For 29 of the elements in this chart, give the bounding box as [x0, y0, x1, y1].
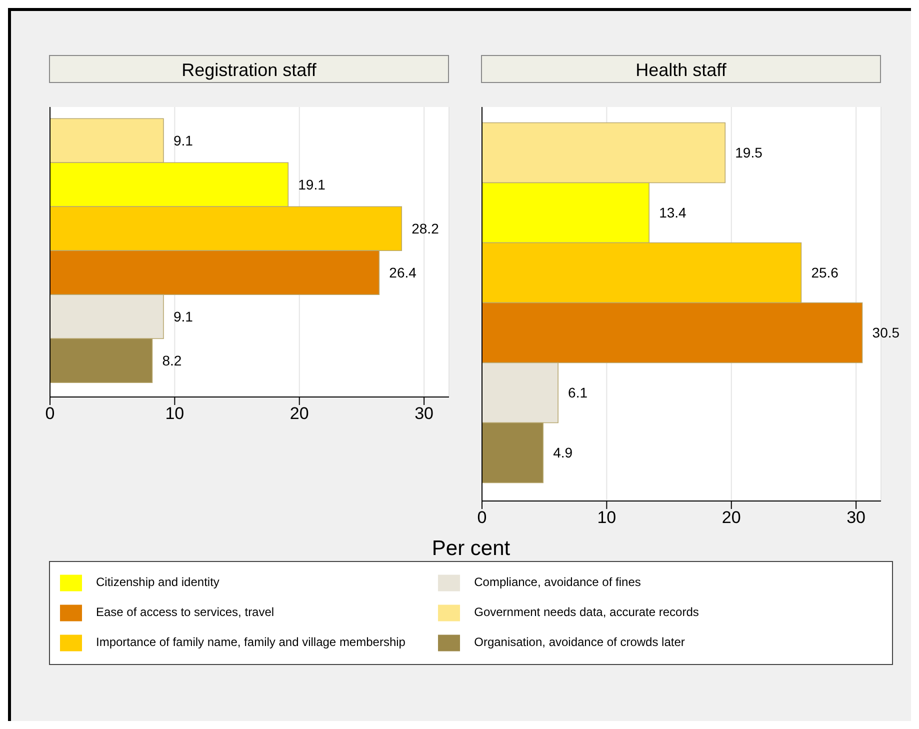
- data-label: 28.2: [412, 220, 440, 237]
- data-label: 9.1: [173, 308, 194, 325]
- legend-label: Importance of family name, family and village membership: [96, 635, 406, 650]
- data-label: 19.5: [735, 144, 763, 161]
- data-label: 30.5: [872, 324, 900, 341]
- data-label: 13.4: [659, 204, 687, 221]
- x-tick-label: 10: [165, 404, 184, 424]
- legend-label: Compliance, avoidance of fines: [474, 575, 641, 590]
- x-axis-title: Per cent: [430, 537, 512, 561]
- x-tick-label: 20: [290, 404, 309, 424]
- x-tick-label: 30: [846, 508, 866, 528]
- data-label: 8.2: [162, 352, 182, 369]
- legend-label: Organisation, avoidance of crowds later: [474, 635, 685, 650]
- x-tick-label: 10: [597, 508, 616, 528]
- x-tick-label: 20: [722, 508, 741, 528]
- x-tick-label: 0: [477, 508, 487, 528]
- data-label: 6.1: [568, 384, 588, 401]
- x-tick-label: 30: [414, 404, 434, 424]
- data-label: 9.1: [173, 132, 194, 149]
- legend-label: Ease of access to services, travel: [96, 605, 274, 620]
- chart-title: Health staff: [481, 55, 881, 83]
- data-label: 25.6: [811, 264, 839, 281]
- legend-label: Citizenship and identity: [96, 575, 220, 590]
- data-label: 26.4: [389, 264, 417, 281]
- legend-label: Government needs data, accurate records: [474, 605, 699, 620]
- chart-title: Registration staff: [49, 55, 449, 83]
- data-label: 4.9: [553, 444, 573, 461]
- x-tick-label: 0: [45, 404, 55, 424]
- data-label: 19.1: [298, 176, 326, 193]
